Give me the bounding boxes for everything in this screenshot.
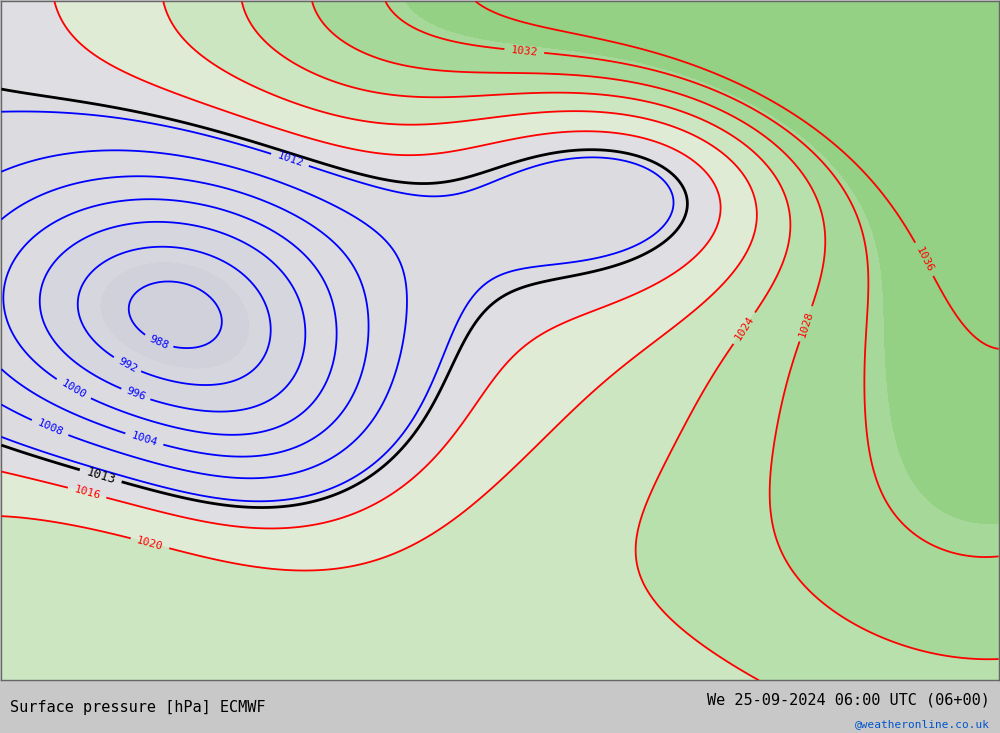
Text: 1016: 1016 [73,485,101,501]
Text: 1036: 1036 [914,245,935,273]
Text: 996: 996 [124,386,147,402]
Text: 1012: 1012 [276,151,304,169]
Text: 988: 988 [147,334,170,351]
Text: We 25-09-2024 06:00 UTC (06+00): We 25-09-2024 06:00 UTC (06+00) [707,693,990,707]
Text: 1008: 1008 [36,418,64,438]
Text: 992: 992 [116,356,138,374]
Text: 1000: 1000 [59,378,88,400]
Text: 1004: 1004 [130,430,159,448]
Text: 1020: 1020 [136,535,164,552]
Text: 1024: 1024 [733,314,756,342]
Text: Surface pressure [hPa] ECMWF: Surface pressure [hPa] ECMWF [10,700,266,715]
Text: @weatheronline.co.uk: @weatheronline.co.uk [855,719,990,729]
Text: 1028: 1028 [797,309,815,338]
Text: 1013: 1013 [84,465,117,487]
Text: 1032: 1032 [510,45,538,57]
